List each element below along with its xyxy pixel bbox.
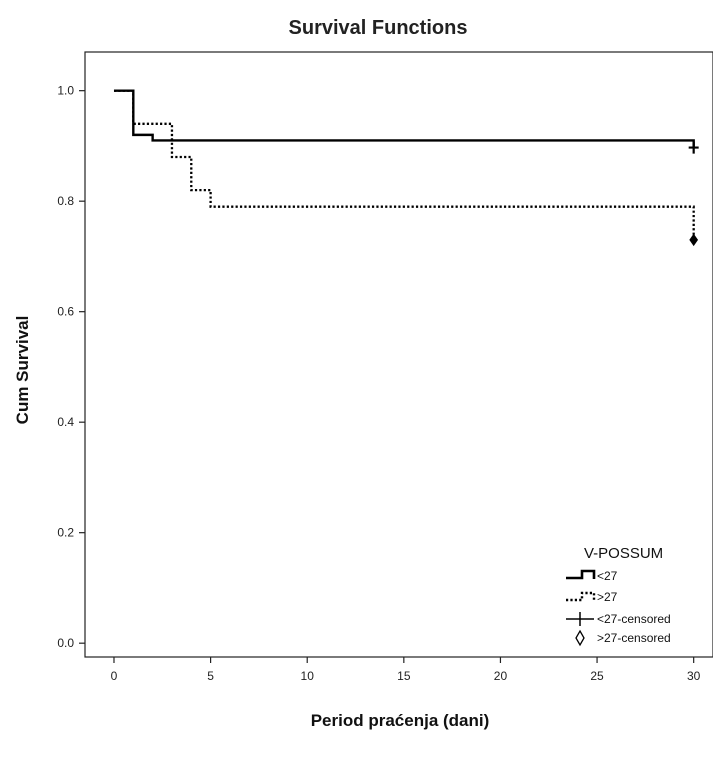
chart-title: Survival Functions bbox=[289, 17, 468, 39]
series-layer bbox=[113, 89, 699, 247]
x-tick-label: 15 bbox=[397, 669, 411, 683]
legend-label-gt27: >27 bbox=[597, 590, 618, 604]
legend: V-POSSUM <27 >27 <27-censored >27-censor… bbox=[566, 545, 671, 647]
x-tick-label: 10 bbox=[301, 669, 315, 683]
y-axis-label: Cum Survival bbox=[13, 316, 32, 425]
y-tick-label: 0.2 bbox=[57, 526, 74, 540]
legend-label-lt27-censored: <27-censored bbox=[597, 612, 671, 626]
legend-swatch-lt27 bbox=[566, 569, 596, 580]
censored-marker-gt27 bbox=[689, 233, 699, 247]
legend-item-lt27-censored: <27-censored bbox=[566, 612, 671, 626]
censored-marker-lt27 bbox=[688, 141, 699, 154]
legend-title: V-POSSUM bbox=[584, 545, 663, 562]
plot-frame bbox=[84, 51, 713, 658]
x-axis-label: Period praćenja (dani) bbox=[311, 711, 490, 730]
legend-item-lt27: <27 bbox=[566, 569, 618, 583]
legend-swatch-gt27 bbox=[566, 591, 596, 602]
series-line-gt27 bbox=[113, 89, 695, 240]
legend-plus-marker bbox=[566, 612, 594, 626]
x-tick-label: 25 bbox=[590, 669, 604, 683]
legend-label-gt27-censored: >27-censored bbox=[597, 631, 671, 645]
legend-item-gt27-censored: >27-censored bbox=[575, 629, 671, 647]
x-tick-label: 20 bbox=[494, 669, 508, 683]
y-tick-label: 1.0 bbox=[57, 84, 74, 98]
x-tick-label: 30 bbox=[687, 669, 701, 683]
y-tick-label: 0.8 bbox=[57, 194, 74, 208]
y-tick-label: 0.4 bbox=[57, 415, 74, 429]
x-tick-label: 5 bbox=[207, 669, 214, 683]
legend-item-gt27: >27 bbox=[566, 590, 618, 604]
series-line-lt27 bbox=[113, 89, 695, 148]
y-tick-label: 0.0 bbox=[57, 636, 74, 650]
legend-label-lt27: <27 bbox=[597, 569, 618, 583]
y-tick-label: 0.6 bbox=[57, 305, 74, 319]
y-axis-ticks: 0.0 0.2 0.4 0.6 0.8 1.0 bbox=[57, 84, 85, 650]
x-axis-ticks: 0 5 10 15 20 25 30 bbox=[111, 657, 701, 683]
x-tick-label: 0 bbox=[111, 669, 118, 683]
legend-diamond-marker bbox=[575, 629, 585, 647]
